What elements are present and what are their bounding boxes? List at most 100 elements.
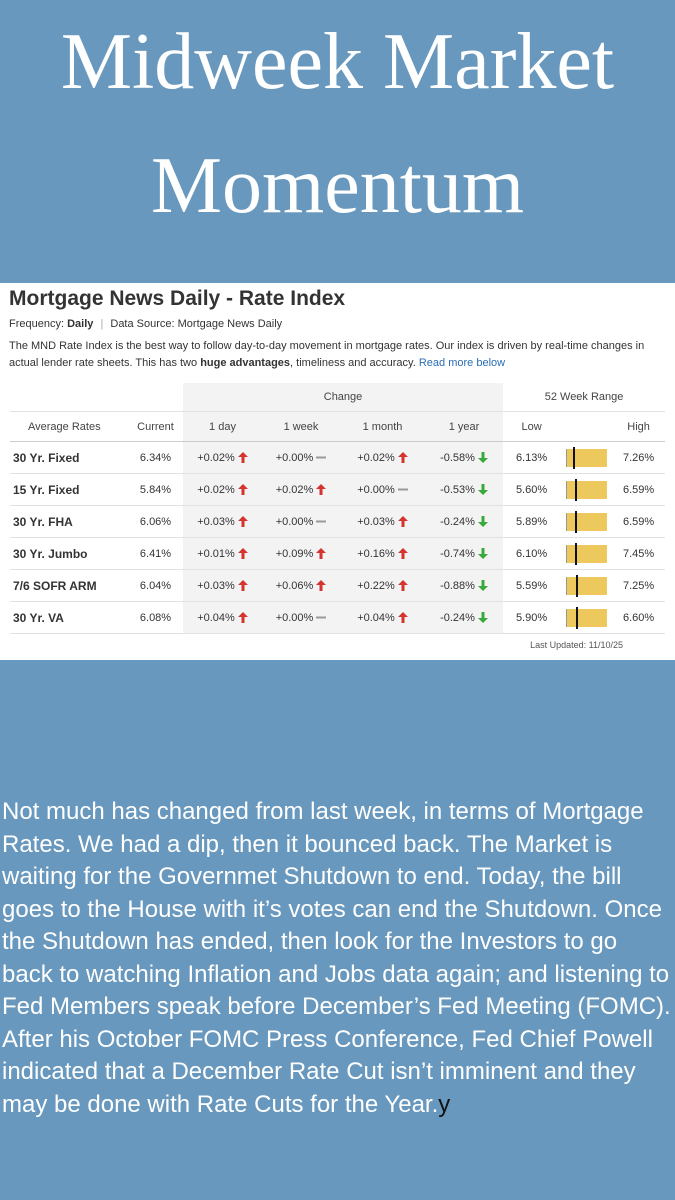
low-rate: 5.59% bbox=[503, 569, 561, 602]
change-value: +0.04% bbox=[357, 611, 395, 624]
change-value: -0.53% bbox=[440, 483, 475, 496]
high-rate: 7.26% bbox=[612, 441, 666, 474]
page-title: Midweek Market Momentum bbox=[60, 18, 615, 230]
change-value: +0.09% bbox=[275, 547, 314, 560]
change-icon bbox=[316, 579, 327, 591]
change-value: -0.24% bbox=[440, 611, 475, 624]
rate-table: Change 52 Week Range Average Rates Curren… bbox=[10, 383, 666, 634]
change-icon bbox=[397, 579, 408, 591]
change-cell: +0.02% bbox=[183, 441, 262, 474]
change-icon bbox=[237, 579, 248, 591]
change-value: +0.00% bbox=[357, 483, 395, 496]
range-cell bbox=[560, 441, 613, 474]
range-cell bbox=[560, 473, 613, 506]
high-rate: 7.45% bbox=[612, 537, 666, 570]
change-value: +0.06% bbox=[275, 579, 314, 592]
column-header: 1 day bbox=[183, 411, 262, 442]
range-marker bbox=[575, 478, 578, 501]
change-value: +0.00% bbox=[275, 515, 314, 528]
description: The MND Rate Index is the best way to fo… bbox=[9, 338, 659, 372]
change-cell: +0.03% bbox=[183, 569, 262, 602]
read-more-link[interactable]: Read more below bbox=[418, 357, 506, 369]
range-bar bbox=[565, 574, 607, 597]
change-value: -0.24% bbox=[440, 515, 475, 528]
change-value: +0.02% bbox=[197, 483, 235, 496]
card-title: Mortgage News Daily - Rate Index bbox=[9, 287, 346, 310]
high-rate: 6.60% bbox=[612, 601, 666, 634]
change-cell: -0.74% bbox=[425, 537, 504, 570]
change-value: +0.00% bbox=[275, 451, 314, 464]
high-rate: 6.59% bbox=[612, 473, 666, 506]
description-end: , timeliness and accuracy. bbox=[290, 357, 416, 369]
change-cell: +0.03% bbox=[340, 505, 425, 538]
change-cell: +0.00% bbox=[262, 505, 340, 538]
rate-name: 30 Yr. Jumbo bbox=[10, 537, 128, 570]
table-row: 30 Yr. FHA 6.06% +0.03% +0.00% +0.03% -0.24% 5… bbox=[10, 505, 666, 538]
change-icon bbox=[477, 483, 488, 495]
change-cell: +0.00% bbox=[262, 441, 340, 474]
range-marker bbox=[576, 574, 579, 597]
change-value: +0.02% bbox=[197, 451, 235, 464]
low-rate: 5.90% bbox=[503, 601, 561, 634]
change-icon bbox=[477, 451, 488, 463]
range-cell bbox=[560, 537, 613, 570]
table-row: 30 Yr. VA 6.08% +0.04% +0.00% +0.04% -0.24% 5.… bbox=[10, 601, 666, 634]
range-marker bbox=[572, 446, 575, 469]
column-header: 1 month bbox=[340, 411, 425, 442]
source: Data Source: Mortgage News Daily bbox=[110, 318, 283, 330]
change-icon bbox=[397, 488, 408, 490]
current-rate: 6.08% bbox=[128, 601, 183, 634]
group-header: Change bbox=[183, 383, 504, 412]
change-value: -0.58% bbox=[440, 451, 475, 464]
range-bar bbox=[565, 478, 607, 501]
change-value: +0.02% bbox=[357, 451, 395, 464]
change-icon bbox=[397, 547, 408, 559]
change-cell: -0.24% bbox=[425, 505, 504, 538]
rate-index-card: Mortgage News Daily - Rate Index Frequen… bbox=[0, 283, 675, 660]
change-value: +0.04% bbox=[197, 611, 235, 624]
current-rate: 6.04% bbox=[128, 569, 183, 602]
change-cell: +0.22% bbox=[340, 569, 425, 602]
trailing-text: y bbox=[438, 1090, 451, 1118]
range-bar bbox=[565, 446, 607, 469]
body-paragraph: Not much has changed from last week, in … bbox=[2, 796, 674, 1121]
change-icon bbox=[477, 515, 488, 527]
change-cell: -0.24% bbox=[425, 601, 504, 634]
current-rate: 5.84% bbox=[128, 473, 183, 506]
change-cell: +0.01% bbox=[183, 537, 262, 570]
change-cell: +0.02% bbox=[183, 473, 262, 506]
description-start: The MND Rate Index is the best way to fo… bbox=[9, 340, 645, 369]
range-bar bbox=[565, 510, 607, 533]
change-cell: +0.00% bbox=[340, 473, 425, 506]
range-marker bbox=[575, 510, 578, 533]
rate-name: 15 Yr. Fixed bbox=[10, 473, 128, 506]
change-icon bbox=[397, 611, 408, 623]
current-rate: 6.41% bbox=[128, 537, 183, 570]
column-header-blank bbox=[560, 411, 613, 442]
change-icon bbox=[477, 611, 488, 623]
range-cell bbox=[560, 601, 613, 634]
change-icon bbox=[316, 456, 327, 458]
change-cell: -0.58% bbox=[425, 441, 504, 474]
range-bar bbox=[565, 606, 607, 629]
low-rate: 5.89% bbox=[503, 505, 561, 538]
current-rate: 6.06% bbox=[128, 505, 183, 538]
group-header: 52 Week Range bbox=[503, 383, 666, 412]
change-value: -0.74% bbox=[440, 547, 475, 560]
change-cell: +0.16% bbox=[340, 537, 425, 570]
rate-name: 30 Yr. FHA bbox=[10, 505, 128, 538]
column-header-row: Average Rates Current 1 day 1 week 1 month 1 … bbox=[10, 411, 666, 442]
column-header: Current bbox=[128, 411, 183, 442]
change-value: -0.88% bbox=[440, 579, 475, 592]
separator: | bbox=[100, 318, 104, 330]
change-value: +0.03% bbox=[357, 515, 395, 528]
high-rate: 6.59% bbox=[612, 505, 666, 538]
description-bold: huge advantages bbox=[200, 357, 291, 369]
change-icon bbox=[316, 547, 327, 559]
frequency-value: Daily bbox=[67, 318, 94, 330]
change-icon bbox=[397, 451, 408, 463]
change-cell: +0.09% bbox=[262, 537, 340, 570]
change-cell: +0.02% bbox=[262, 473, 340, 506]
change-icon bbox=[316, 616, 327, 618]
table-row: 30 Yr. Fixed 6.34% +0.02% +0.00% +0.02% -0.58… bbox=[10, 441, 666, 474]
